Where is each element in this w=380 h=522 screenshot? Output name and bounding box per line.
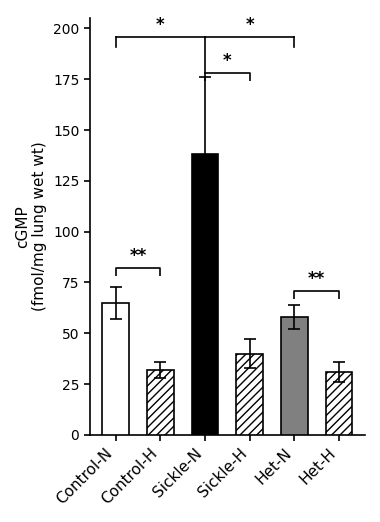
Y-axis label: cGMP
(fmol/mg lung wet wt): cGMP (fmol/mg lung wet wt) [15,141,48,312]
Bar [147,370,174,435]
Text: **: ** [129,247,147,265]
Bar [102,303,129,435]
Bar [236,353,263,435]
Bar [281,317,308,435]
Text: *: * [156,16,165,33]
Text: *: * [245,16,254,33]
Text: *: * [223,52,232,70]
Text: **: ** [308,269,325,288]
Bar [326,372,353,435]
Bar [192,155,218,435]
